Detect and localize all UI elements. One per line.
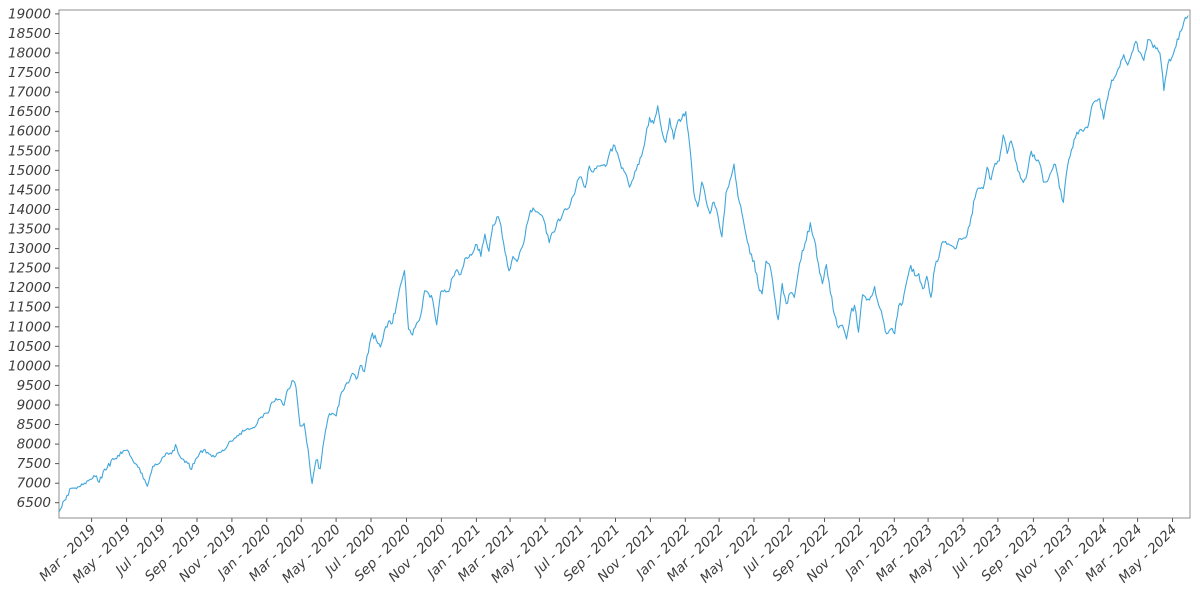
y-tick-label: 7500 <box>17 456 51 472</box>
y-tick-label: 10500 <box>8 339 51 355</box>
y-tick-label: 13000 <box>8 241 51 257</box>
y-tick-label: 12500 <box>8 261 51 277</box>
y-tick-label: 18500 <box>8 26 51 42</box>
y-tick-label: 8500 <box>17 417 51 433</box>
y-tick-label: 6500 <box>17 495 51 511</box>
plot-border <box>58 9 1191 519</box>
y-tick-label: 16500 <box>8 104 51 120</box>
y-tick-label: 8000 <box>17 437 51 453</box>
y-tick-label: 7000 <box>17 476 51 492</box>
y-tick-label: 19000 <box>8 6 51 22</box>
y-tick-label: 14000 <box>8 202 51 218</box>
y-tick-label: 11000 <box>8 319 51 335</box>
y-tick-label: 17000 <box>8 85 51 101</box>
price-line-series <box>58 15 1189 513</box>
y-tick-label: 9000 <box>17 398 51 414</box>
y-tick-label: 18000 <box>8 46 51 62</box>
y-tick-label: 9500 <box>17 378 51 394</box>
y-tick-label: 15000 <box>8 163 51 179</box>
y-tick-label: 10000 <box>8 358 51 374</box>
y-tick-label: 17500 <box>8 65 51 81</box>
y-tick-label: 14500 <box>8 182 51 198</box>
y-tick-label: 11500 <box>8 300 51 316</box>
y-tick-label: 15500 <box>8 143 51 159</box>
y-tick-label: 13500 <box>8 222 51 238</box>
y-tick-label: 16000 <box>8 124 51 140</box>
y-tick-label: 12000 <box>8 280 51 296</box>
